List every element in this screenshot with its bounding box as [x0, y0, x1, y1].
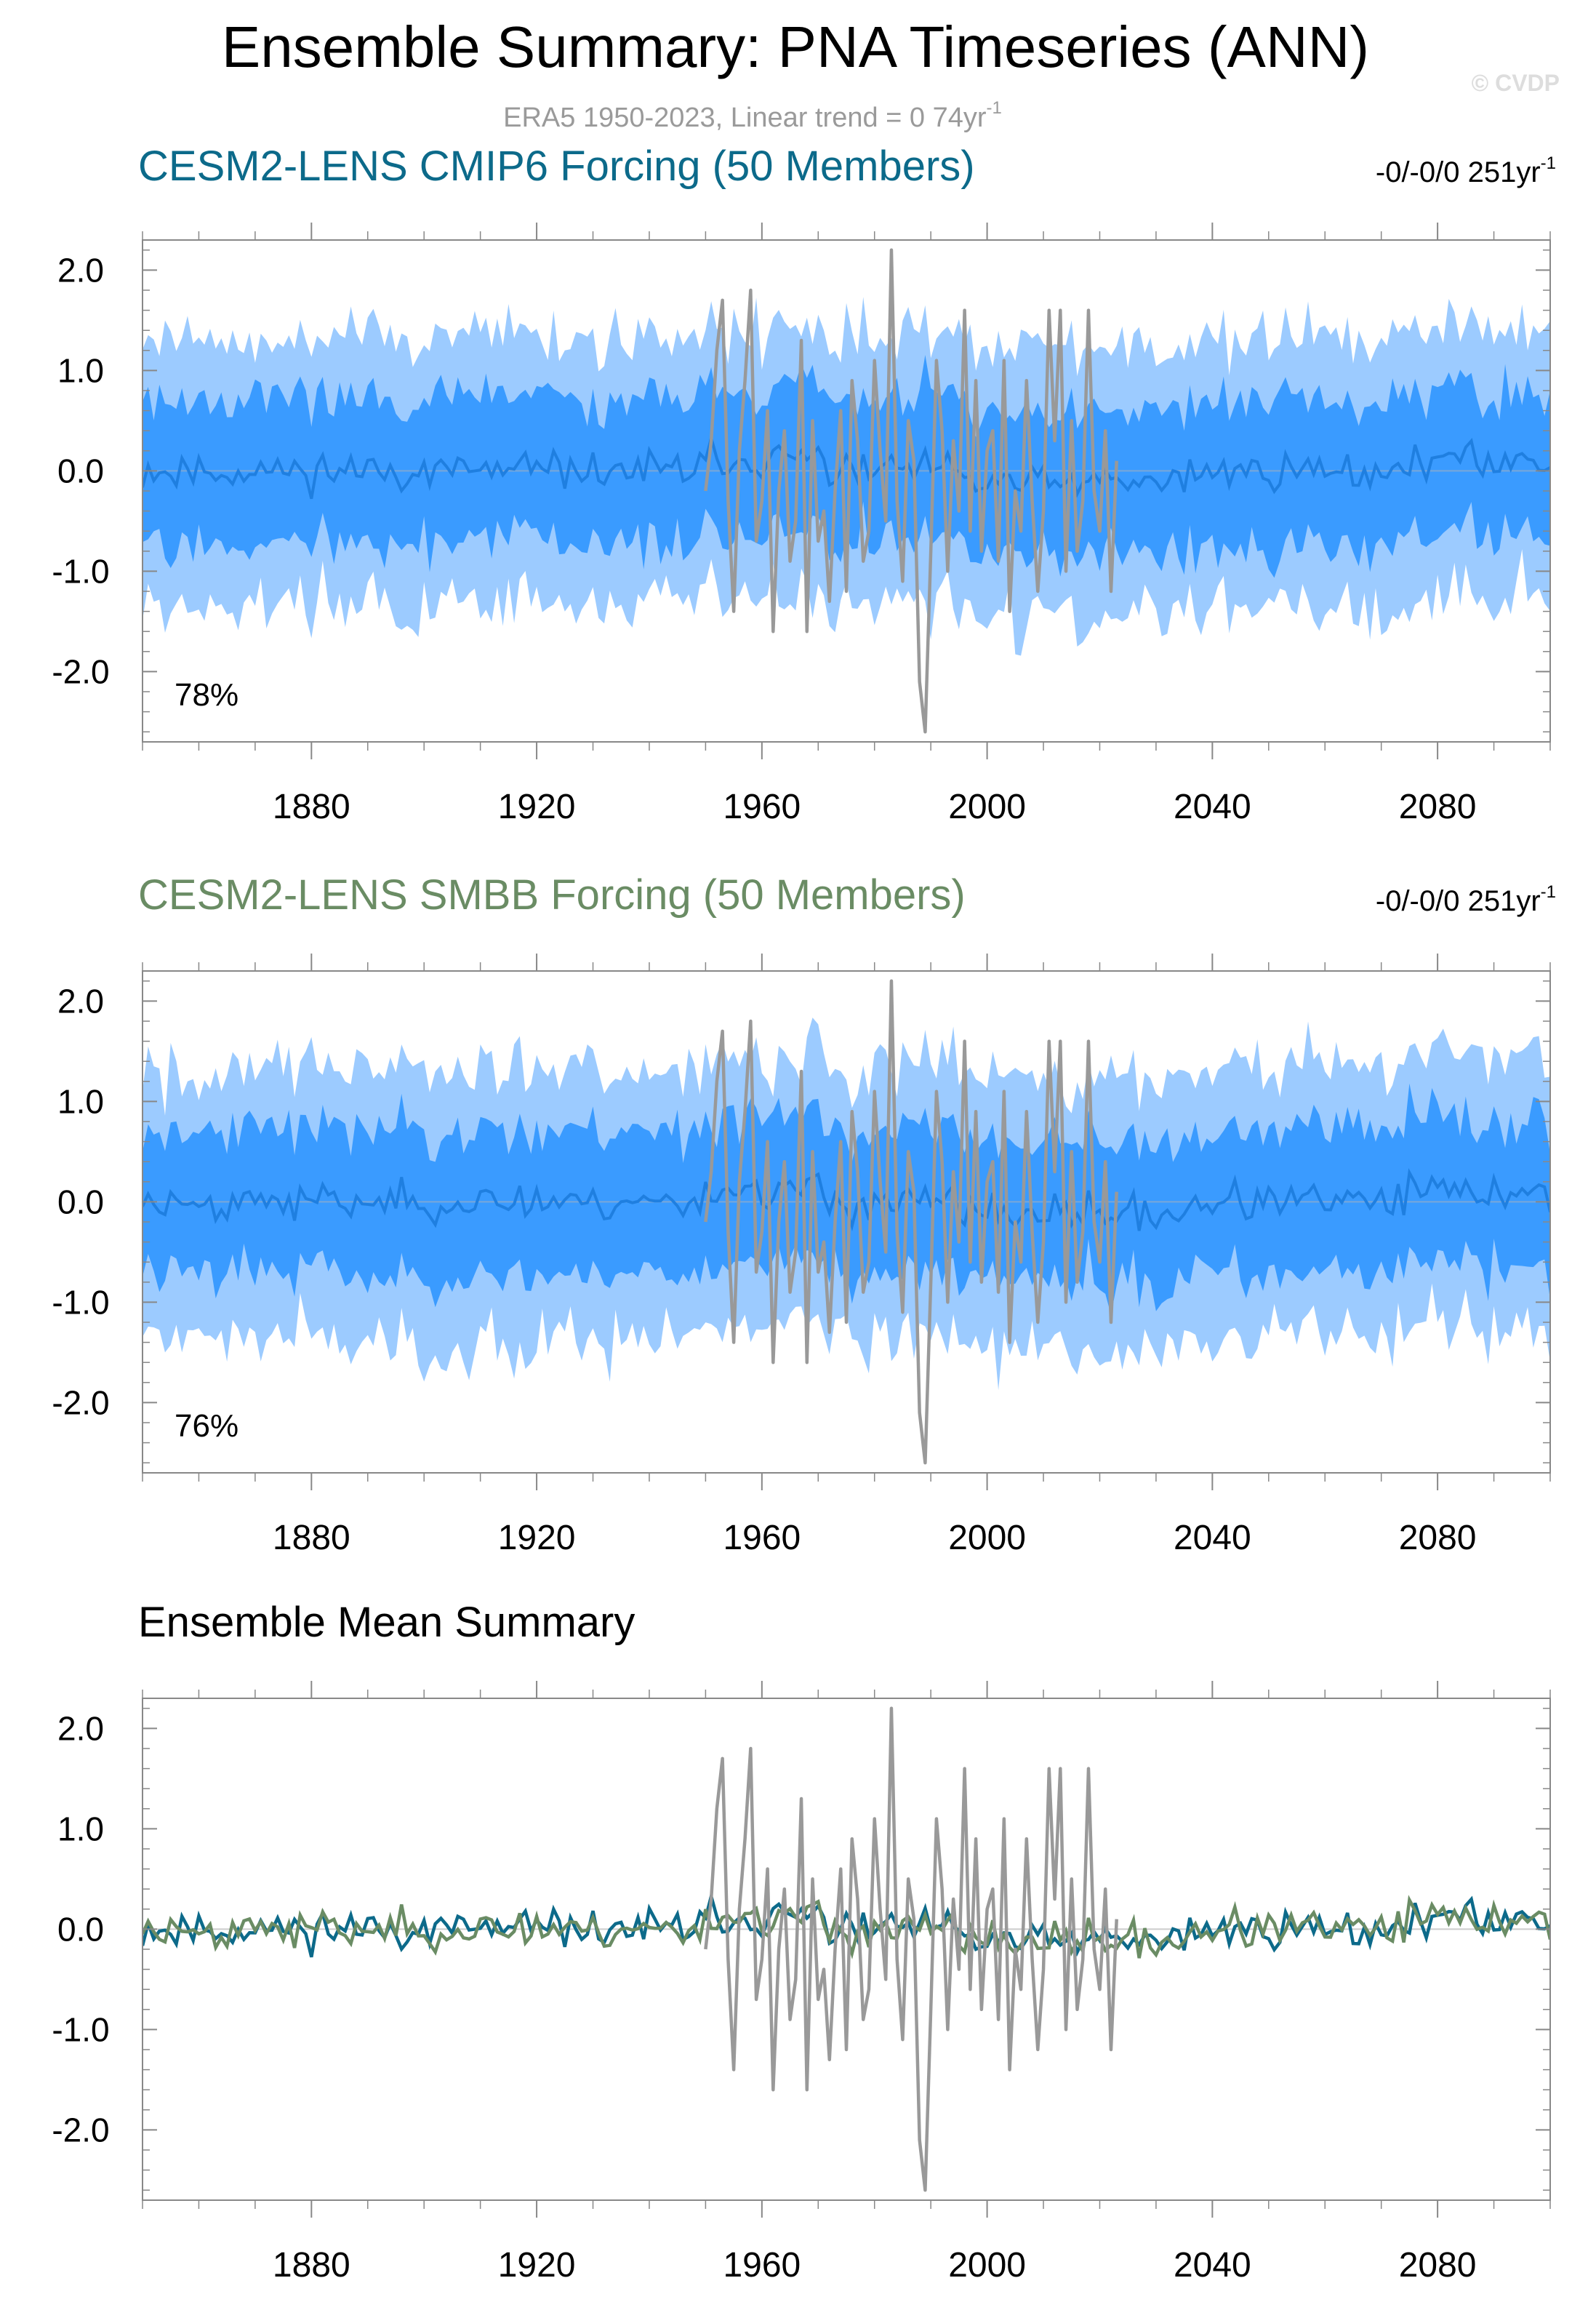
plot-area: 2.0 1.0 0.0 -1.0 -2.0 1880 1920 1960 2000 2040 208… — [52, 954, 1551, 1557]
y-tick-label: -1.0 — [52, 1283, 109, 1321]
trend-label-text: -0/-0/0 251yr — [1376, 885, 1541, 917]
y-tick-label: 2.0 — [57, 1709, 104, 1747]
panel-smbb: CESM2-LENS SMBB Forcing (50 Members) -0/-… — [52, 871, 1556, 1557]
x-tick-label: 1880 — [273, 788, 350, 826]
percent-label: 76% — [175, 1408, 238, 1444]
y-tick-label: 2.0 — [57, 982, 104, 1020]
y-tick-label: 0.0 — [57, 1183, 104, 1220]
trend-label-text: -0/-0/0 251yr — [1376, 156, 1541, 188]
y-tick-label: -2.0 — [52, 652, 109, 690]
trend-label-sup: -1 — [1541, 153, 1556, 173]
y-tick-label: -2.0 — [52, 2111, 109, 2149]
y-tick-label: 1.0 — [57, 351, 104, 389]
x-tick-label: 2080 — [1399, 2246, 1477, 2285]
era5-obs-line — [704, 979, 1118, 1465]
panel-title: CESM2-LENS SMBB Forcing (50 Members) — [138, 871, 966, 919]
era5-obs-line — [704, 248, 1118, 734]
x-tick-label: 2040 — [1174, 788, 1251, 826]
plot-content — [143, 1706, 1550, 2192]
x-tick-label: 1960 — [723, 2246, 801, 2285]
ensemble-mean-line — [143, 1168, 1550, 1232]
y-tick-label: -2.0 — [52, 1383, 109, 1421]
trend-label-sup: -1 — [1541, 882, 1556, 902]
trend-label: -0/-0/0 251yr-1 — [1376, 153, 1556, 188]
y-tick-label: 0.0 — [57, 1910, 104, 1948]
ensemble-mean-line — [143, 432, 1550, 500]
plot-content — [143, 979, 1550, 1465]
percent-label: 78% — [175, 677, 238, 713]
ensemble-inner-band — [143, 354, 1550, 578]
trend-label: -0/-0/0 251yr-1 — [1376, 882, 1556, 917]
x-tick-label: 2080 — [1399, 788, 1477, 826]
plot-area: 2.0 1.0 0.0 -1.0 -2.0 1880 1920 1960 2000 2040 208… — [52, 223, 1551, 826]
x-tick-label: 1960 — [723, 1519, 801, 1557]
y-tick-label: -1.0 — [52, 552, 109, 590]
watermark: © CVDP — [1472, 70, 1560, 96]
x-tick-label: 2040 — [1174, 1519, 1251, 1557]
x-tick-label: 2080 — [1399, 1519, 1477, 1557]
era5-obs-line — [704, 1706, 1118, 2192]
panel-title: Ensemble Mean Summary — [138, 1599, 635, 1646]
figure-subtitle: ERA5 1950-2023, Linear trend = 0 74yr-1 — [503, 98, 1002, 133]
figure-subtitle-text: ERA5 1950-2023, Linear trend = 0 74yr — [503, 103, 987, 133]
x-tick-label: 1920 — [498, 1519, 576, 1557]
x-tick-label: 1920 — [498, 2246, 576, 2285]
smbb-mean-line — [143, 1895, 1550, 1959]
x-tick-label: 1960 — [723, 788, 801, 826]
x-tick-label: 1880 — [273, 2246, 350, 2285]
y-tick-label: -1.0 — [52, 2010, 109, 2048]
panel-ensemble-mean-summary: Ensemble Mean Summary 2.0 1.0 0.0 -1.0 -2.0 18… — [52, 1599, 1551, 2285]
plot-area: 2.0 1.0 0.0 -1.0 -2.0 1880 1920 1960 2000 2040 208… — [52, 1681, 1551, 2285]
x-tick-label: 2040 — [1174, 2246, 1251, 2285]
figure-title: Ensemble Summary: PNA Timeseries (ANN) — [222, 15, 1369, 79]
x-tick-label: 1880 — [273, 1519, 350, 1557]
y-tick-label: 0.0 — [57, 452, 104, 489]
plot-frame — [142, 1698, 1551, 2201]
y-tick-label: 2.0 — [57, 251, 104, 289]
plot-content — [143, 248, 1550, 734]
x-tick-label: 2000 — [948, 788, 1026, 826]
x-tick-label: 2000 — [948, 1519, 1026, 1557]
y-tick-label: 1.0 — [57, 1810, 104, 1847]
panel-title: CESM2-LENS CMIP6 Forcing (50 Members) — [138, 143, 975, 190]
panel-cmip6: CESM2-LENS CMIP6 Forcing (50 Members) -0/… — [52, 143, 1556, 826]
ensemble-inner-band — [143, 1083, 1550, 1315]
figure-subtitle-sup: -1 — [987, 98, 1002, 118]
x-tick-label: 1920 — [498, 788, 576, 826]
x-tick-label: 2000 — [948, 2246, 1026, 2285]
y-tick-label: 1.0 — [57, 1082, 104, 1120]
